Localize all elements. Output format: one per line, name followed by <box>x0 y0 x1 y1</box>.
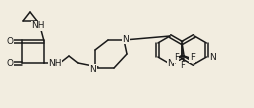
Text: O: O <box>6 59 13 68</box>
Text: O: O <box>6 37 13 45</box>
Text: N: N <box>89 64 96 74</box>
Text: NH: NH <box>48 59 61 68</box>
Text: NH: NH <box>31 21 44 30</box>
Text: N: N <box>122 34 129 44</box>
Text: F: F <box>173 53 178 63</box>
Text: N: N <box>167 59 174 68</box>
Text: F: F <box>179 61 184 71</box>
Text: N: N <box>209 52 215 61</box>
Text: F: F <box>189 53 194 63</box>
